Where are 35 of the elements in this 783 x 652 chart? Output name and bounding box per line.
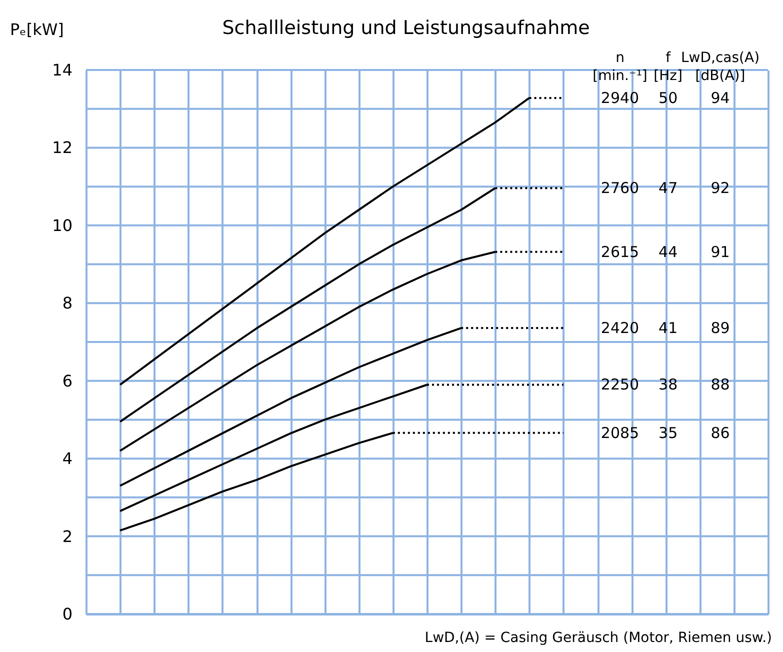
annotation: 94: [710, 88, 730, 107]
annotation: [min.⁻¹]: [592, 68, 648, 84]
y-tick-label: 4: [62, 449, 72, 468]
y-tick-label: 12: [52, 138, 72, 158]
annotation: 38: [658, 376, 678, 394]
annotation: 50: [658, 88, 678, 107]
annotation: 2940: [600, 88, 640, 107]
annotation: 2085: [600, 424, 640, 442]
y-axis-title: Pₑ[kW]: [10, 20, 64, 39]
annotation: 44: [658, 242, 678, 261]
annotation: 2420: [600, 319, 640, 338]
chart-title: Schallleistung und Leistungsaufnahme: [222, 17, 590, 39]
text: LwD,cas(A): [680, 50, 760, 66]
annotation: [Hz]: [654, 68, 682, 84]
annotation: 35: [658, 424, 678, 442]
annotation: 2615: [600, 242, 640, 261]
annotation: [dB(A)]: [695, 68, 746, 84]
annotation: 89: [710, 319, 730, 338]
annotation: 2250: [600, 376, 640, 394]
annotation: 2760: [600, 179, 640, 198]
y-tick-label: 8: [62, 294, 72, 313]
y-tick-label: 6: [62, 371, 72, 390]
annotation: 92: [710, 179, 730, 198]
annotation: 47: [658, 179, 678, 198]
annotation: 88: [710, 376, 730, 394]
annotation: 91: [710, 242, 730, 261]
text: n: [616, 50, 624, 66]
y-tick-label: 10: [52, 216, 72, 235]
y-tick-label: 0: [62, 604, 72, 624]
text: f: [666, 50, 672, 66]
y-tick-label: 14: [52, 60, 72, 80]
y-tick-label: 2: [62, 526, 72, 546]
annotation: 86: [710, 424, 730, 442]
annotation: 41: [658, 319, 678, 338]
text: LwD,(A) = Casing Geräusch (Motor, Riemen usw.): [424, 630, 772, 646]
